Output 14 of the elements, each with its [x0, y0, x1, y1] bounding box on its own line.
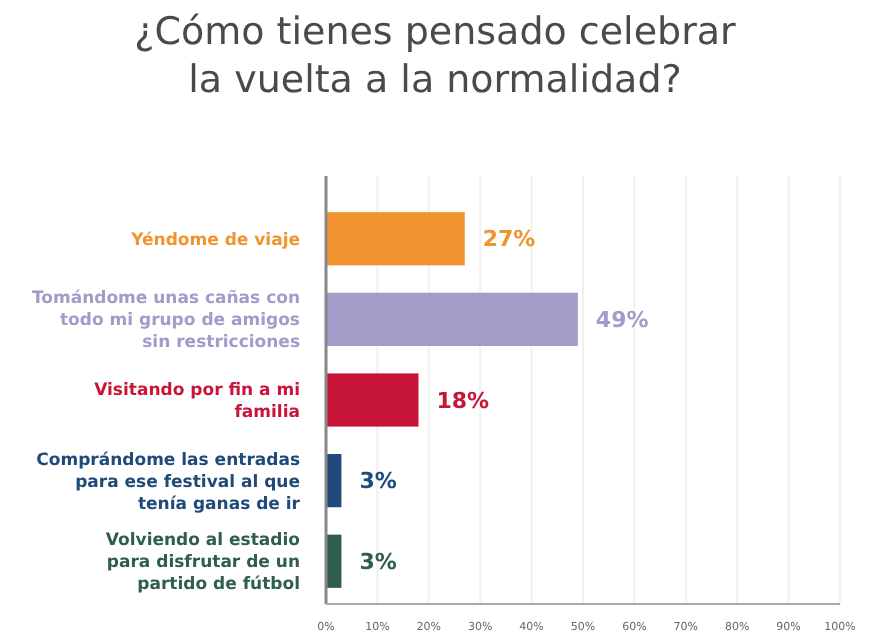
data-label: 27% [482, 226, 536, 253]
bar [326, 292, 578, 346]
data-label: 3% [359, 468, 397, 495]
chart-title: ¿Cómo tienes pensado celebrar la vuelta a la normalidad? [134, 10, 737, 102]
data-label: 18% [436, 387, 490, 414]
y-tick-label: Visitando por fin a mi familia [94, 380, 301, 423]
y-tick-label: Comprándome las entradas para ese festival al que tenía ganas de ir [36, 450, 302, 515]
y-tick-label: Yéndome de viaje [129, 230, 301, 251]
bar [326, 373, 419, 427]
data-label: 3% [359, 548, 397, 575]
y-tick-label: Tomándome unas cañas con todo mi grupo de amigos sin restricciones [31, 289, 300, 354]
bar [326, 212, 465, 266]
y-tick-label: Volviendo al estadio para disfrutar de un partido de fútbol [105, 531, 301, 596]
data-label: 49% [595, 307, 649, 334]
